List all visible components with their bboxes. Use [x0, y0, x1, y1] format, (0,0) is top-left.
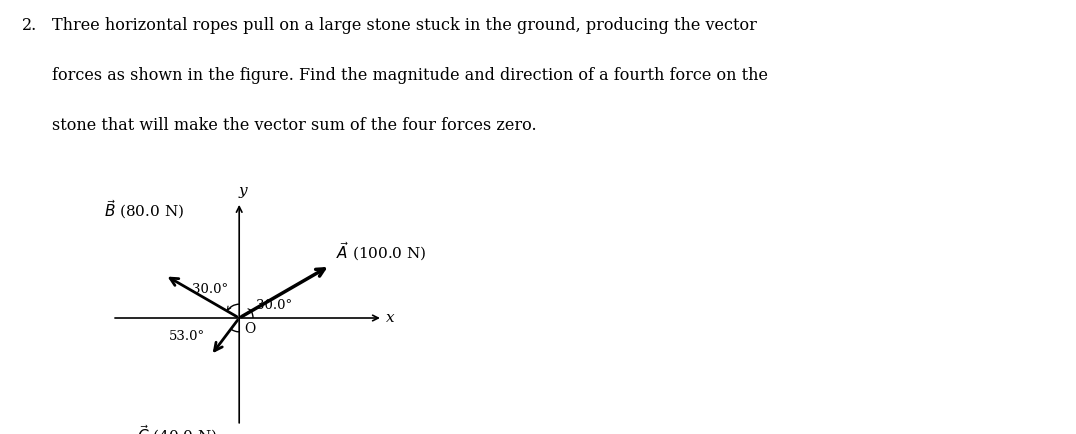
Text: $\vec{A}$ (100.0 N): $\vec{A}$ (100.0 N) [336, 240, 426, 263]
Text: forces as shown in the figure. Find the magnitude and direction of a fourth forc: forces as shown in the figure. Find the … [52, 67, 767, 84]
Text: 53.0°: 53.0° [169, 330, 204, 343]
Text: y: y [239, 184, 247, 197]
Text: stone that will make the vector sum of the four forces zero.: stone that will make the vector sum of t… [52, 117, 536, 134]
Text: 2.: 2. [22, 16, 37, 34]
Text: 30.0°: 30.0° [256, 299, 292, 312]
Text: Three horizontal ropes pull on a large stone stuck in the ground, producing the : Three horizontal ropes pull on a large s… [52, 16, 756, 34]
Text: 30.0°: 30.0° [192, 283, 228, 296]
Text: x: x [385, 311, 394, 325]
Text: $\vec{C}$ (40.0 N): $\vec{C}$ (40.0 N) [137, 423, 217, 434]
Text: O: O [244, 322, 256, 336]
Text: $\vec{B}$ (80.0 N): $\vec{B}$ (80.0 N) [104, 199, 184, 221]
